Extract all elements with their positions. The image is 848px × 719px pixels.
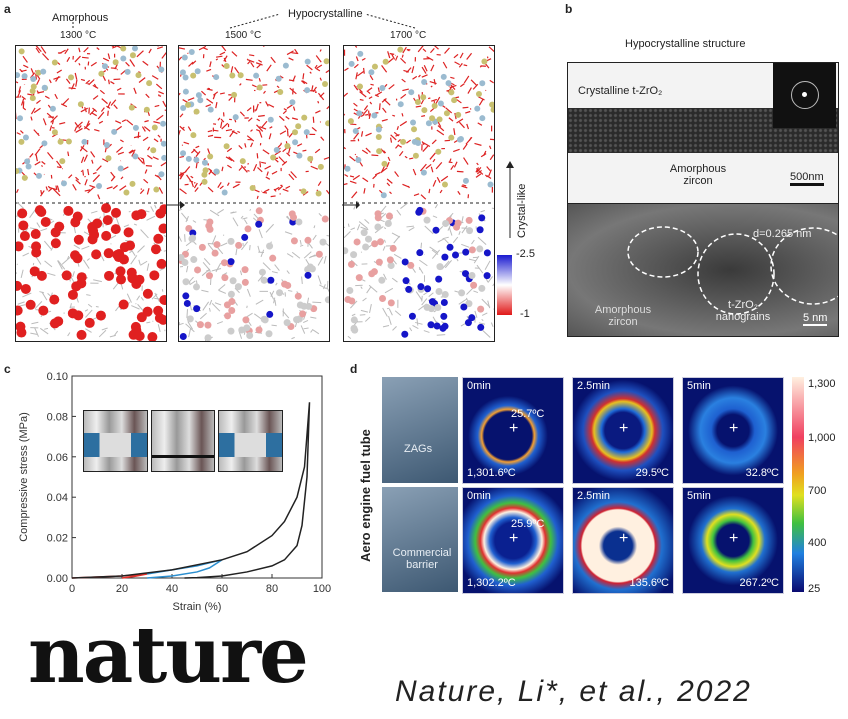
compression-insets (83, 410, 284, 472)
scale-bar-500nm: 500nm (790, 171, 824, 186)
time-label: 0min (467, 490, 491, 502)
time-label: 5min (687, 380, 711, 392)
temp-1300: 1300 °C (60, 30, 97, 41)
citation: Nature, Li*, et al., 2022 (395, 675, 752, 708)
nature-logo: nature (28, 610, 309, 701)
temperature-colorbar (792, 377, 804, 592)
temp-label-max: 25.9ºC (511, 518, 545, 530)
nanograins-label: t-ZrO₂ nanograins (715, 299, 771, 323)
crystalline-label: Crystalline t-ZrO₂ (578, 85, 663, 97)
x-tick-label: 100 (313, 583, 331, 595)
thermal-image: 0min 25.7ºC 1,301.6ºC + (462, 377, 564, 484)
temp-1500: 1500 °C (225, 30, 262, 41)
temp-label: 1,301.6ºC (467, 467, 516, 479)
temp-1700: 1700 °C (390, 30, 427, 41)
crosshair-icon: + (729, 420, 739, 437)
panel-c-label: c (4, 362, 11, 376)
y-axis-label: Compressive stress (MPa) (18, 412, 30, 542)
commercial-photo: Commercial barrier (382, 487, 458, 592)
amorphous-label: Amorphous (52, 12, 109, 24)
sim-box-1300 (15, 45, 167, 342)
x-tick-label: 60 (216, 583, 228, 595)
colorbar-d-1300: 1,300 (808, 378, 836, 390)
y-tick-label: 0.10 (47, 371, 68, 383)
time-label: 2.5min (577, 490, 611, 502)
crystal-like-arrow (506, 161, 514, 238)
zags-photo: ZAGs (382, 377, 458, 483)
crystal-like-label: Crystal-like (516, 183, 528, 238)
temp-label: 267.2ºC (739, 577, 780, 589)
amorphous-zircon-label: Amorphous zircon (669, 163, 727, 187)
x-axis-label: Strain (%) (173, 601, 222, 613)
crosshair-icon: + (509, 420, 519, 437)
y-tick-label: 0.00 (47, 573, 68, 585)
colorbar-d-400: 400 (808, 537, 827, 549)
x-tick-label: 40 (166, 583, 178, 595)
colorbar-d-25: 25 (808, 583, 821, 595)
time-label: 5min (687, 490, 711, 502)
crosshair-icon: + (509, 530, 519, 547)
progression-arrows (166, 201, 360, 209)
colorbar-d-1000: 1,000 (808, 432, 836, 444)
time-label: 0min (467, 380, 491, 392)
hypocrystalline-label: Hypocrystalline (288, 8, 363, 20)
colorbar-d-700: 700 (808, 485, 827, 497)
series-line (71, 402, 311, 579)
crosshair-icon: + (619, 420, 629, 437)
sim-box-1700 (343, 45, 495, 342)
panel-b-title: Hypocrystalline structure (625, 38, 746, 50)
sim-box-1500 (178, 45, 330, 342)
zags-label: ZAGs (404, 443, 433, 455)
temp-label: 135.6ºC (629, 577, 670, 589)
panel-a-label: a (4, 2, 11, 16)
thermal-image: 2.5min 29.5ºC + (572, 377, 674, 484)
commercial-label: Commercial barrier (392, 547, 452, 571)
crosshair-icon: + (729, 530, 739, 547)
time-label: 2.5min (577, 380, 611, 392)
x-tick-label: 0 (69, 583, 75, 595)
y-tick-label: 0.06 (47, 452, 68, 464)
hrtem-image: d=0.265 nm t-ZrO₂ nanograins Amorphous z… (567, 203, 839, 337)
phase-arrows (72, 13, 416, 29)
temp-label: 1,302.2ºC (467, 577, 516, 589)
x-tick-label: 20 (116, 583, 128, 595)
temp-label-max: 25.7ºC (511, 408, 545, 420)
x-tick-label: 80 (266, 583, 278, 595)
crosshair-icon: + (619, 530, 629, 547)
y-tick-label: 0.04 (47, 492, 68, 504)
y-tick-label: 0.02 (47, 533, 68, 545)
plot-frame (71, 375, 323, 579)
fuel-tube-label: Aero engine fuel tube (358, 429, 373, 562)
colorbar-a (497, 255, 512, 315)
temp-label: 32.8ºC (745, 467, 779, 479)
tem-image: Crystalline t-ZrO₂ Amorphous zircon 500n… (567, 62, 839, 204)
d-spacing-label: d=0.265 nm (753, 228, 812, 240)
stress-strain-chart: 0 20 40 60 80 100 0.00 0.02 0.04 0.06 0.08 0.10 Stra… (18, 371, 331, 613)
panel-d-label: d (350, 362, 358, 376)
thermal-image: 2.5min 135.6ºC + (572, 487, 674, 594)
amorphous-zircon-label-2: Amorphous zircon (594, 304, 652, 328)
panel-b-label: b (565, 2, 573, 16)
temp-label: 29.5ºC (635, 467, 669, 479)
y-tick-label: 0.08 (47, 411, 68, 423)
thermal-image: 5min 267.2ºC + (682, 487, 784, 594)
thermal-image: 5min 32.8ºC + (682, 377, 784, 484)
colorbar-a-min: -1 (520, 308, 530, 320)
scale-bar-5nm: 5 nm (803, 312, 828, 326)
diffraction-inset (773, 63, 836, 128)
colorbar-a-max: -2.5 (516, 248, 535, 260)
thermal-image: 0min 25.9ºC 1,302.2ºC + (462, 487, 564, 594)
